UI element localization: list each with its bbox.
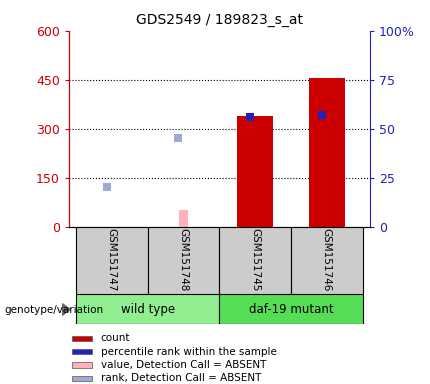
Text: value, Detection Call = ABSENT: value, Detection Call = ABSENT [101,360,266,370]
Bar [179,210,188,227]
Bar [291,227,362,294]
Bar [72,336,92,341]
Bar [76,294,219,324]
Bar [219,294,362,324]
Text: wild type: wild type [120,303,175,316]
Text: daf-19 mutant: daf-19 mutant [249,303,333,316]
Bar [237,116,273,227]
Text: GSM151745: GSM151745 [250,228,260,292]
Text: rank, Detection Call = ABSENT: rank, Detection Call = ABSENT [101,373,261,384]
Text: GSM151748: GSM151748 [178,228,188,292]
Title: GDS2549 / 189823_s_at: GDS2549 / 189823_s_at [136,13,303,27]
Bar [76,227,147,294]
Bar [72,349,92,354]
Bar [72,376,92,381]
Bar [147,227,219,294]
Text: genotype/variation: genotype/variation [4,305,104,315]
Bar [219,227,291,294]
Text: GSM151747: GSM151747 [107,228,117,292]
Bar [309,78,345,227]
Bar [72,362,92,368]
Text: count: count [101,333,130,343]
Polygon shape [62,304,70,315]
Text: percentile rank within the sample: percentile rank within the sample [101,347,276,357]
Text: GSM151746: GSM151746 [322,228,332,292]
